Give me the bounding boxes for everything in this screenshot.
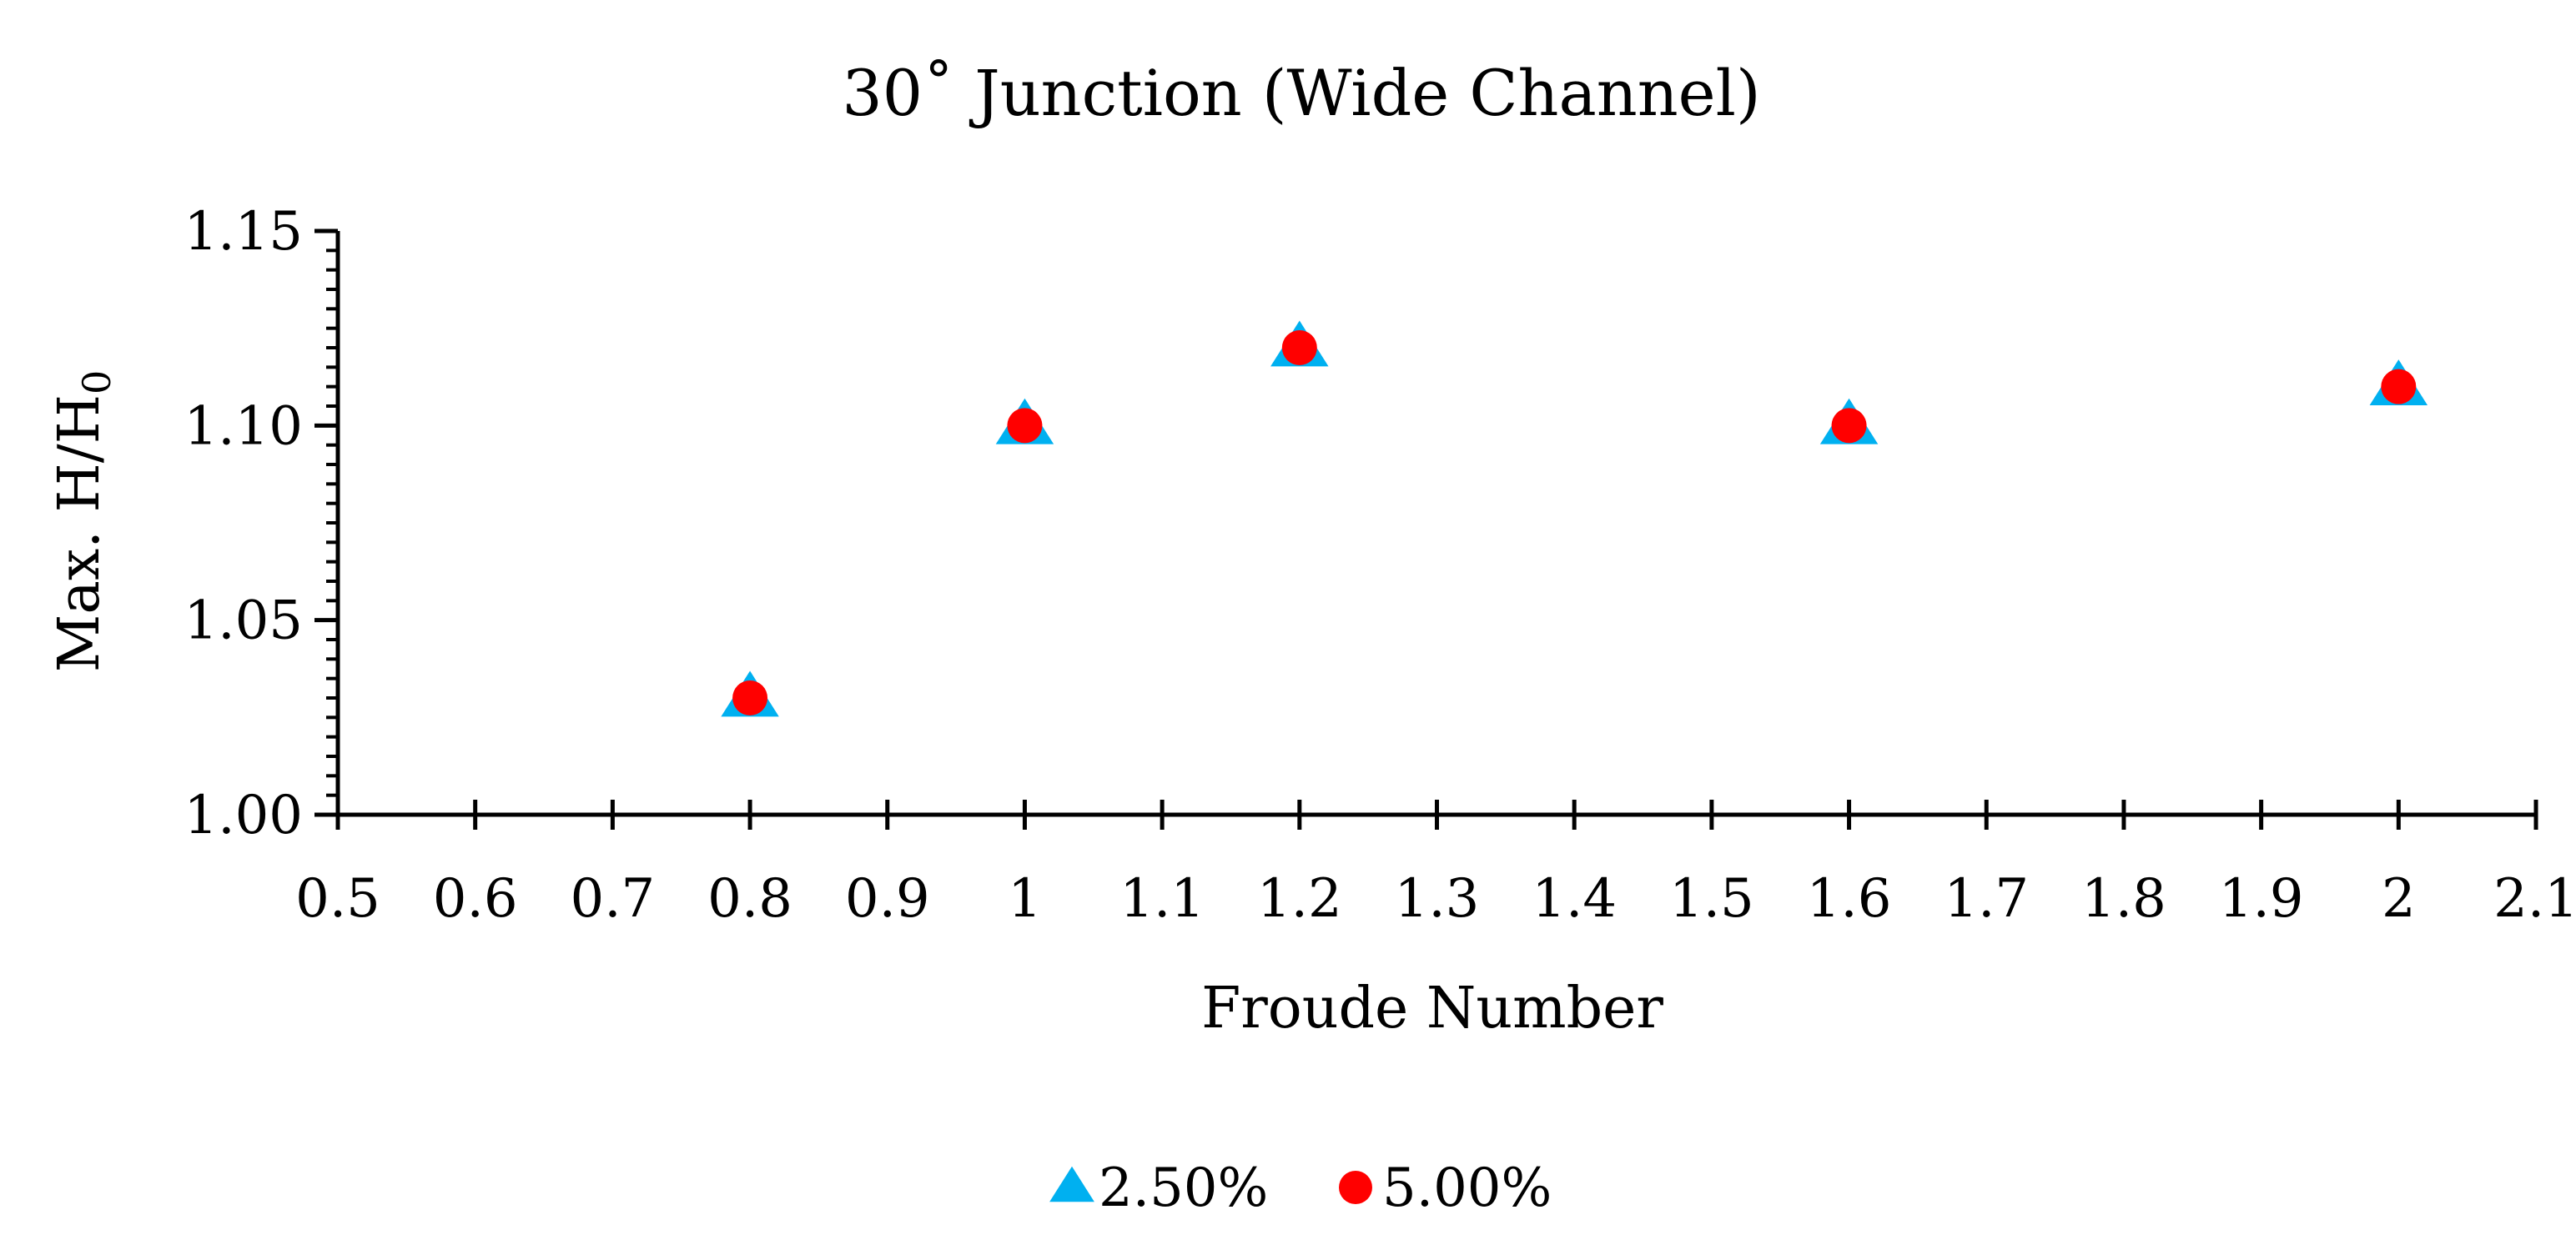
x-tick-label: 2.1 [2493,868,2576,930]
x-tick-label: 0.6 [433,868,518,930]
data-point-circle [1831,408,1867,444]
legend-label: 5.00% [1382,1157,1552,1219]
data-point-circle [1281,330,1317,365]
x-tick-label: 1.4 [1532,868,1617,930]
x-tick-label: 1.2 [1257,868,1342,930]
y-axis-label-main: Max. H/H [47,394,113,672]
y-tick-labels: 1.00 1.05 1.10 1.15 [184,201,304,846]
data-points [721,320,2428,717]
x-tick-label: 0.5 [295,868,380,930]
x-tick-label: 0.9 [845,868,930,930]
x-tick-label: 1.5 [1669,868,1754,930]
y-tick-label: 1.05 [184,590,304,652]
x-tick-label: 1.1 [1119,868,1205,930]
x-axis-label: Froude Number [1201,976,1663,1042]
y-axis-label: Max. H/H0 [47,370,119,673]
data-point-circle [2381,369,2417,404]
x-tick-label: 1.9 [2219,868,2304,930]
legend-label: 2.50% [1099,1157,1268,1219]
x-tick-label: 0.8 [707,868,792,930]
x-tick-label: 0.7 [570,868,655,930]
y-tick-label: 1.10 [184,395,304,457]
x-tick-label: 2 [2382,868,2416,930]
x-tick-labels: 0.5 0.6 0.7 0.8 0.9 1 1.1 1.2 1.3 1.4 1.5 1.6 1.7 1.8… [295,868,2576,930]
data-point-circle [732,680,768,715]
y-tick-label: 1.15 [184,201,304,263]
x-tick-label: 1 [1008,868,1042,930]
x-tick-label: 1.8 [2081,868,2166,930]
axes [314,228,2538,830]
x-tick-label: 1.7 [1944,868,2029,930]
y-tick-label: 1.00 [184,785,304,846]
data-point-circle [1007,408,1043,444]
legend-marker-triangle [1049,1166,1094,1202]
x-tick-label: 1.3 [1395,868,1480,930]
legend-marker-circle [1339,1171,1372,1204]
chart-title: 30˚ Junction (Wide Channel) [842,56,1760,130]
y-axis-label-subscript: 0 [74,370,119,394]
legend: 2.50% 5.00% [1049,1157,1552,1219]
x-tick-label: 1.6 [1807,868,1892,930]
